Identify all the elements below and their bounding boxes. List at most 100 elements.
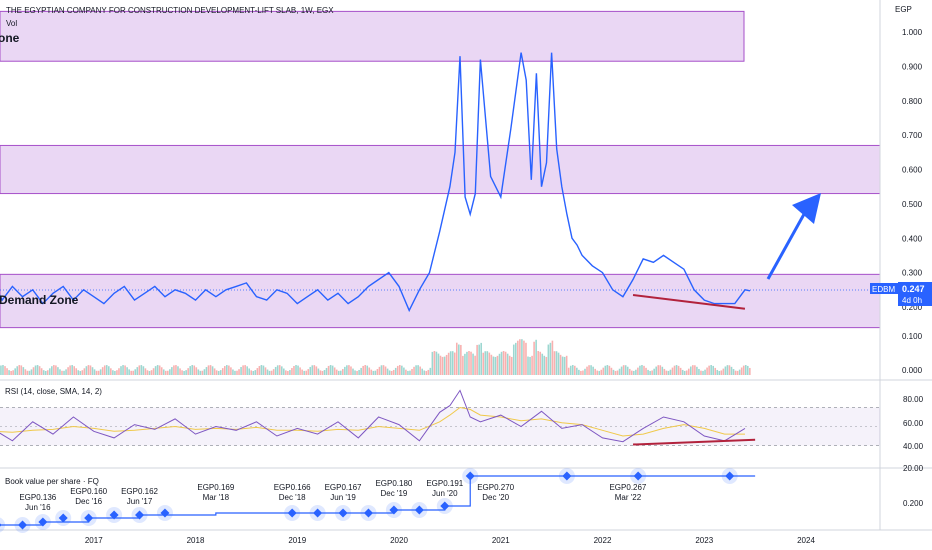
volume-bar <box>228 365 230 375</box>
volume-bar <box>197 369 200 375</box>
volume-bar <box>626 366 629 375</box>
volume-bar <box>289 370 291 375</box>
volume-bar <box>687 368 690 375</box>
volume-bar <box>720 370 723 375</box>
volume-bar <box>232 369 234 375</box>
volume-bar <box>323 370 326 375</box>
volume-bar <box>329 365 332 375</box>
volume-bar <box>331 365 334 375</box>
volume-bar <box>120 366 122 375</box>
volume-bar <box>360 367 362 375</box>
volume-bar <box>732 369 735 375</box>
rsi-trendline <box>632 438 756 446</box>
volume-bar <box>455 342 458 375</box>
volume-bar <box>59 369 61 375</box>
book-value-marker <box>313 508 323 518</box>
volume-bar <box>40 368 43 375</box>
volume-bar <box>313 365 316 375</box>
volume-bar <box>171 367 173 375</box>
volume-bar <box>535 339 537 375</box>
volume-bar <box>79 371 82 375</box>
volume-bar <box>665 370 668 375</box>
volume-bar <box>93 369 96 375</box>
volume-bar <box>364 365 367 375</box>
volume-bar <box>73 366 75 375</box>
volume-bar <box>146 370 149 375</box>
volume-bar <box>514 342 517 375</box>
volume-bar <box>299 367 301 375</box>
book-value-marker <box>338 508 348 518</box>
book-value-marker <box>363 508 373 518</box>
volume-bar <box>569 365 572 375</box>
volume-bar <box>382 365 385 375</box>
volume-bar <box>677 365 680 375</box>
volume-bar <box>134 369 137 375</box>
volume-bar <box>661 366 664 375</box>
book-value-date: Jun '16 <box>25 503 51 512</box>
volume-bar <box>425 370 428 375</box>
volume-bar <box>219 370 222 375</box>
volume-bar <box>221 368 224 375</box>
book-value-marker <box>38 517 48 527</box>
time-tick: 2021 <box>492 536 510 545</box>
volume-bar <box>83 368 86 375</box>
volume-bar <box>506 353 509 375</box>
book-value-date: Jun '19 <box>330 493 356 502</box>
volume-bar <box>57 367 59 375</box>
volume-bar <box>409 370 411 375</box>
time-tick: 2019 <box>288 536 306 545</box>
volume-bar <box>431 351 434 375</box>
price-tick: 0.900 <box>902 62 923 71</box>
volume-bar <box>254 370 257 375</box>
price-axis: 1.000 0.900 0.800 0.700 0.600 0.500 0.400 0.300… <box>902 28 923 375</box>
volume-bar <box>95 370 98 375</box>
volume-bar <box>238 369 240 375</box>
volume-bar <box>714 367 717 375</box>
volume-bar <box>370 369 373 375</box>
volume-bar <box>264 367 267 375</box>
volume-bar <box>91 367 94 375</box>
price-tick: 0.500 <box>902 200 923 209</box>
volume-bar <box>690 366 692 375</box>
volume-bar <box>301 369 303 375</box>
volume-bar <box>38 366 41 375</box>
volume-bar <box>517 340 519 375</box>
volume-bar <box>718 370 721 375</box>
volume-bar <box>500 351 503 375</box>
volume-bar <box>327 365 330 375</box>
volume-bar <box>405 369 407 375</box>
rsi-panel <box>0 389 880 446</box>
volume-bar <box>130 370 132 375</box>
volume-bar <box>65 369 67 375</box>
volume-bar <box>175 365 177 375</box>
book-value-label: EGP0.169 <box>197 483 234 492</box>
ticker-badge[interactable]: EDBM 0.247 4d 0h <box>870 282 932 306</box>
volume-bar <box>337 370 340 375</box>
volume-bar <box>112 370 114 375</box>
volume-bar <box>468 351 470 375</box>
volume-bar <box>702 370 704 375</box>
volume-bar <box>374 370 377 375</box>
volume-bar <box>42 370 45 375</box>
volume-bar <box>179 368 181 375</box>
volume-bar <box>447 352 450 375</box>
ticker-symbol: EDBM <box>872 285 895 294</box>
volume-bar <box>403 367 405 375</box>
volume-bar <box>138 365 141 375</box>
volume-bar <box>549 342 552 375</box>
volume-bar <box>36 365 39 375</box>
volume-bar <box>710 365 712 375</box>
book-value-marker <box>287 508 297 518</box>
book-value-date: Jun '17 <box>127 497 153 506</box>
volume-bar <box>75 368 78 375</box>
volume-bar <box>48 368 51 375</box>
book-value-marker <box>562 471 572 481</box>
volume-bar <box>482 352 485 375</box>
volume-bar <box>386 368 389 375</box>
volume-bar <box>173 365 175 375</box>
price-tick: 0.400 <box>902 234 923 243</box>
volume-bar <box>486 351 489 375</box>
volume-bar <box>692 365 694 375</box>
volume-bar <box>474 355 476 375</box>
